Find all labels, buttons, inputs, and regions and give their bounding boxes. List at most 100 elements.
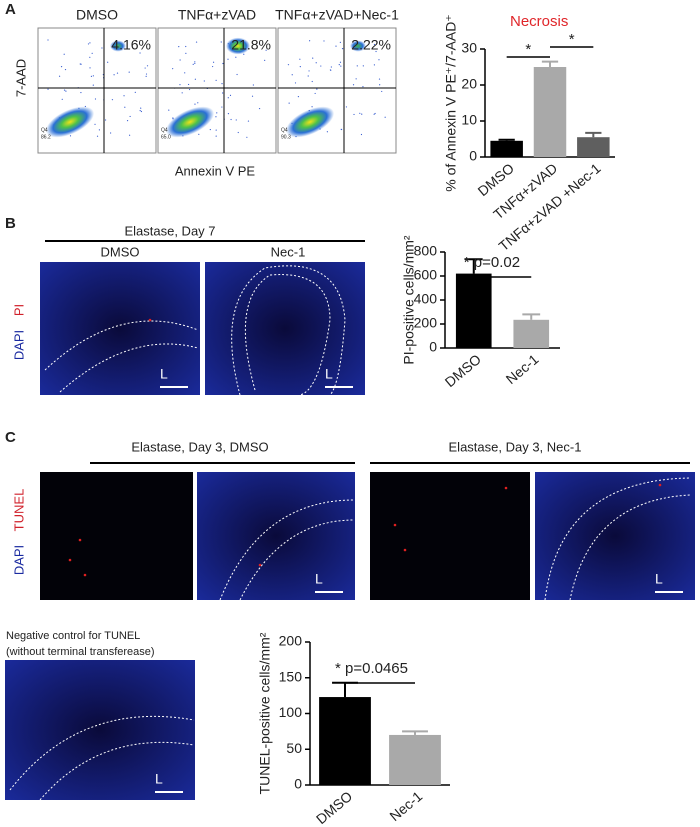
significance-label: * p=0.02	[464, 254, 520, 271]
flow-blob	[285, 106, 335, 138]
flow-blob	[45, 106, 95, 138]
y-tick-label: 30	[461, 40, 477, 56]
y-tick-label: 150	[279, 668, 303, 684]
flow-dot	[104, 119, 107, 121]
quadrant-value: 65.0	[161, 134, 171, 140]
header: Elastase, Day 3, Nec-1	[449, 439, 582, 454]
flow-dot	[184, 72, 186, 74]
flow-dot	[110, 132, 112, 134]
flow-blob	[110, 40, 126, 52]
flow-dot	[203, 80, 205, 82]
percentage: 4.16%	[111, 37, 151, 53]
flow-dot	[179, 59, 181, 61]
flow-dot	[69, 135, 72, 137]
flow-dot	[356, 65, 358, 67]
vessel-outline	[219, 499, 355, 601]
flow-dot	[315, 62, 317, 64]
x-tick-label: DMSO	[313, 788, 356, 827]
flow-dot	[355, 78, 357, 80]
flow-dot	[47, 88, 49, 90]
flow-dot	[195, 41, 198, 43]
flow-dot	[194, 103, 196, 105]
stain-spot	[68, 558, 72, 562]
flow-dot	[60, 66, 63, 68]
caption: Negative control for TUNEL	[6, 630, 140, 642]
y-tick-label: 10	[461, 112, 477, 128]
flow-dot	[145, 73, 148, 75]
flow-dot	[65, 90, 67, 92]
stain-label: PI	[11, 304, 26, 316]
flow-dot	[192, 63, 194, 65]
micrograph	[370, 472, 530, 600]
y-tick-label: 50	[286, 740, 302, 756]
flow-dot	[316, 88, 318, 90]
flow-dot	[179, 84, 181, 86]
bar	[577, 137, 610, 157]
stain-label: DAPI	[11, 330, 26, 360]
flow-dot	[288, 102, 290, 104]
bar	[319, 697, 371, 785]
y-tick-label: 100	[279, 704, 303, 720]
flow-dot	[47, 39, 49, 41]
flow-dot	[246, 136, 248, 138]
flow-dot	[198, 133, 200, 135]
stain-label: TUNEL	[11, 489, 26, 532]
flow-dot	[287, 64, 290, 66]
vessel-outline	[544, 477, 691, 601]
stain-spot	[393, 523, 397, 527]
flow-dot	[146, 65, 149, 67]
flow-dot	[258, 107, 261, 110]
vessel-outline	[231, 265, 346, 396]
lumen-label: L	[160, 366, 168, 382]
stain-spot	[403, 548, 407, 552]
flow-dot	[92, 84, 94, 86]
stain-label: DAPI	[11, 545, 26, 575]
chart-title: Necrosis	[510, 13, 568, 30]
flow-dot	[87, 43, 90, 45]
flow-dot	[230, 118, 232, 121]
flow-dot	[237, 131, 239, 134]
flow-dot	[384, 116, 386, 118]
flow-dot	[247, 120, 250, 122]
bar	[533, 67, 567, 157]
flow-dot	[63, 53, 65, 55]
flow-dot	[235, 56, 237, 58]
vessel-outline	[9, 715, 195, 801]
flow-dot	[340, 128, 343, 131]
header: Elastase, Day 7	[124, 223, 215, 238]
y-tick-label: 200	[414, 315, 438, 331]
percentage: 2.22%	[351, 37, 391, 53]
quadrant-name: Q4	[281, 127, 288, 133]
flow-dot	[294, 82, 297, 84]
flow-dot	[178, 46, 180, 48]
significance-label: *	[569, 31, 575, 48]
flow-dot	[362, 65, 364, 67]
flow-dot	[215, 129, 217, 131]
flow-dot	[187, 83, 190, 86]
flow-dot	[360, 133, 363, 136]
flow-dot	[96, 135, 99, 137]
flow-dot	[89, 42, 91, 44]
y-tick-label: 0	[294, 776, 302, 792]
flow-dot	[297, 96, 300, 98]
flow-blob	[226, 37, 250, 55]
y-tick-label: 200	[279, 633, 303, 649]
flow-dot	[168, 109, 170, 111]
flow-dot	[89, 56, 91, 58]
flow-dot	[359, 112, 361, 114]
flow-dot	[220, 41, 222, 43]
flow-blob	[350, 40, 366, 52]
flow-dot	[314, 92, 316, 95]
y-tick-label: 400	[414, 291, 438, 307]
lumen-label: L	[155, 771, 163, 787]
flow-dot	[129, 115, 131, 118]
flow-dot	[215, 116, 217, 118]
lumen-label: L	[315, 571, 323, 587]
flow-dot	[339, 41, 341, 43]
y-tick-label: 0	[469, 148, 477, 164]
flow-dot	[58, 75, 61, 77]
flow-dot	[129, 134, 131, 136]
stain-spot	[504, 486, 508, 490]
flow-dot	[227, 97, 229, 99]
flow-dot	[144, 67, 146, 69]
